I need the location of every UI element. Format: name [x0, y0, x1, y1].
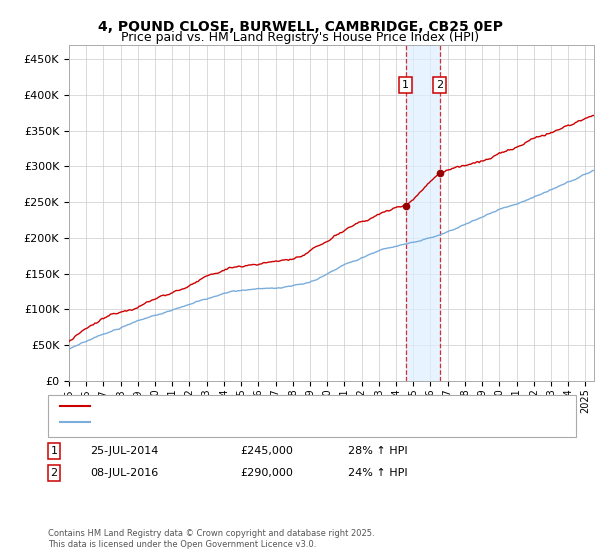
Text: 1: 1	[50, 446, 58, 456]
Text: HPI: Average price, semi-detached house, East Cambridgeshire: HPI: Average price, semi-detached house,…	[96, 417, 406, 427]
Bar	[406, 45, 440, 381]
Text: 4, POUND CLOSE, BURWELL, CAMBRIDGE, CB25 0EP: 4, POUND CLOSE, BURWELL, CAMBRIDGE, CB25…	[97, 20, 503, 34]
Text: 2: 2	[50, 468, 58, 478]
Text: 24% ↑ HPI: 24% ↑ HPI	[348, 468, 407, 478]
Text: 1: 1	[402, 80, 409, 90]
Point	[435, 169, 445, 178]
Text: 28% ↑ HPI: 28% ↑ HPI	[348, 446, 407, 456]
Text: £245,000: £245,000	[240, 446, 293, 456]
Text: Price paid vs. HM Land Registry's House Price Index (HPI): Price paid vs. HM Land Registry's House …	[121, 31, 479, 44]
Text: 2: 2	[436, 80, 443, 90]
Text: 08-JUL-2016: 08-JUL-2016	[90, 468, 158, 478]
Text: Contains HM Land Registry data © Crown copyright and database right 2025.
This d: Contains HM Land Registry data © Crown c…	[48, 529, 374, 549]
Text: £290,000: £290,000	[240, 468, 293, 478]
Text: 25-JUL-2014: 25-JUL-2014	[90, 446, 158, 456]
Point	[401, 201, 410, 210]
Text: 4, POUND CLOSE, BURWELL, CAMBRIDGE, CB25 0EP (semi-detached house): 4, POUND CLOSE, BURWELL, CAMBRIDGE, CB25…	[96, 401, 468, 411]
